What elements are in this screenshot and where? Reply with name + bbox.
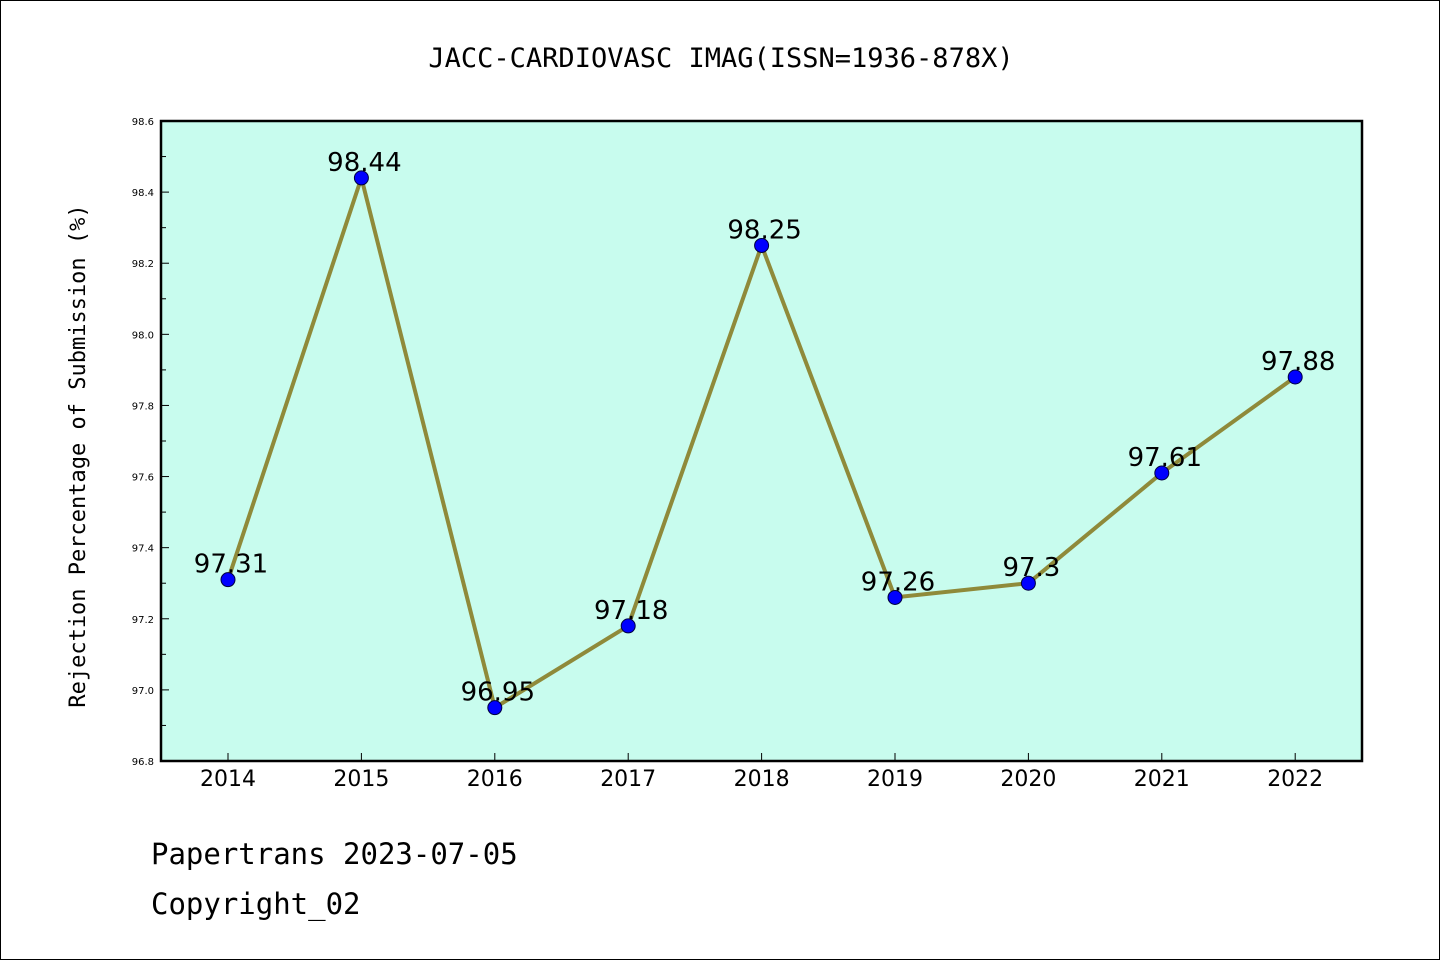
- data-point: [1020, 575, 1036, 591]
- x-tick-label: 2017: [600, 767, 656, 792]
- x-tick-label: 2022: [1267, 767, 1323, 792]
- y-tick-label: 98.6: [132, 117, 154, 128]
- x-tick-label: 2019: [867, 767, 923, 792]
- x-tick-label: 2021: [1134, 767, 1190, 792]
- data-point: [887, 589, 903, 605]
- y-tick-label: 97.8: [132, 401, 154, 412]
- data-label: 98.44: [327, 148, 401, 178]
- data-point: [1154, 465, 1170, 481]
- y-tick-label: 98.4: [132, 188, 154, 199]
- x-tick-label: 2014: [200, 767, 256, 792]
- y-tick-label: 97.4: [132, 544, 154, 555]
- data-point: [1287, 369, 1303, 385]
- footer-copyright: Copyright_02: [151, 887, 361, 921]
- x-tick-label: 2020: [1000, 767, 1056, 792]
- data-label: 97.18: [594, 596, 668, 626]
- y-axis-label: Rejection Percentage of Submission (%): [66, 204, 91, 707]
- y-tick-label: 98.2: [132, 259, 154, 270]
- data-label: 97.26: [861, 567, 935, 597]
- data-label: 98.25: [727, 215, 801, 245]
- data-label: 96.95: [461, 678, 535, 708]
- x-tick-label: 2016: [467, 767, 523, 792]
- data-point: [620, 618, 636, 634]
- x-tick-label: 2015: [333, 767, 389, 792]
- y-tick-label: 96.8: [132, 757, 154, 768]
- y-tick-label: 97.2: [132, 615, 154, 626]
- y-tick-label: 97.0: [132, 686, 154, 697]
- data-label: 97.61: [1128, 443, 1202, 473]
- y-tick-label: 98.0: [132, 330, 154, 341]
- footer-date: Papertrans 2023-07-05: [151, 837, 518, 871]
- data-label: 97.88: [1261, 347, 1335, 377]
- plot-frame: [159, 119, 1364, 763]
- data-point: [487, 700, 503, 716]
- plot-area: 96.8 97.0 97.2 97.4 97.6 97.8 98.0 98.2 98.4 98.6…: [132, 117, 1364, 792]
- y-tick-label: 97.6: [132, 473, 154, 484]
- data-point: [220, 572, 236, 588]
- data-label: 97.3: [1002, 553, 1060, 583]
- data-point: [754, 237, 770, 253]
- data-label: 97.31: [194, 550, 268, 580]
- chart-title: JACC-CARDIOVASC IMAG(ISSN=1936-878X): [428, 43, 1013, 74]
- data-point: [353, 170, 369, 186]
- x-tick-label: 2018: [734, 767, 790, 792]
- plot-background: [161, 121, 1362, 761]
